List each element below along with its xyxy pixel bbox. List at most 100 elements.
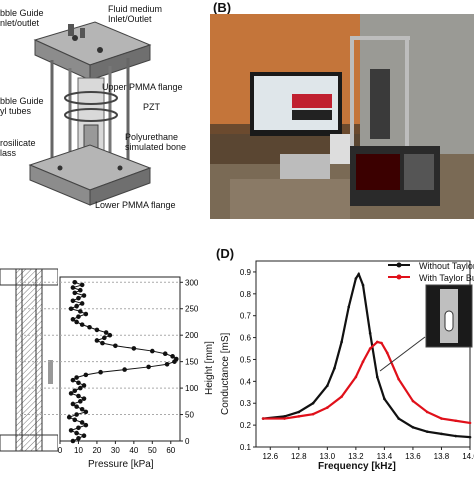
conductance-point <box>340 340 343 344</box>
conductance-series-line <box>263 340 471 425</box>
conductance-point <box>411 399 415 403</box>
pressure-point <box>79 301 85 306</box>
conductance-point <box>425 410 429 414</box>
y-tick-label: 0.1 <box>240 443 252 452</box>
pressure-point <box>79 322 85 327</box>
panel-d-letter: (D) <box>216 246 235 261</box>
pressure-point <box>76 314 81 319</box>
pressure-point <box>74 319 79 325</box>
pressure-point <box>131 346 137 351</box>
label-lower-flange: Lower PMMA flange <box>95 200 176 210</box>
y-tick-label: 200 <box>185 331 199 340</box>
conductance-point <box>311 401 315 405</box>
legend-marker <box>396 274 402 280</box>
conductance-axis-label: Conductance [mS] <box>220 332 231 415</box>
pressure-point <box>170 354 175 359</box>
conductance-point <box>357 272 361 276</box>
pressure-point <box>68 391 74 396</box>
y-tick-label: 0.5 <box>240 355 252 364</box>
pressure-point <box>146 364 151 370</box>
y-tick-label: 0.2 <box>240 421 252 430</box>
plot-frame <box>255 260 471 448</box>
label-pzt: PZT <box>143 102 160 112</box>
label-polyurethane: Polyurethane simulated bone <box>125 132 187 152</box>
conductance-point <box>283 417 286 420</box>
y-tick-label: 0.9 <box>240 268 252 277</box>
y-tick-label: 0.3 <box>240 399 252 408</box>
x-tick-label: 40 <box>129 446 138 455</box>
conductance-point <box>311 412 315 416</box>
pressure-point <box>83 311 89 317</box>
pressure-point <box>70 317 76 322</box>
conductance-series-line <box>263 271 471 439</box>
x-tick-label: 30 <box>111 446 120 455</box>
x-tick-label: 13.8 <box>434 452 450 461</box>
conductance-point <box>375 375 379 379</box>
pressure-point <box>74 404 79 409</box>
pressure-point <box>76 393 81 399</box>
pressure-point <box>162 351 168 357</box>
conductance-point <box>425 430 429 433</box>
y-tick-label: 0.7 <box>240 312 252 321</box>
pressure-point <box>74 412 79 417</box>
x-tick-label: 12.8 <box>291 452 307 461</box>
y-tick-label: 0.8 <box>240 290 252 299</box>
pressure-point <box>81 396 87 401</box>
pressure-point <box>76 425 81 431</box>
pressure-point <box>72 417 78 423</box>
y-tick-label: 50 <box>185 411 194 420</box>
pressure-point <box>78 399 83 404</box>
pressure-point <box>74 375 79 380</box>
conductance-point <box>361 360 365 363</box>
pressure-point <box>68 306 74 312</box>
pressure-point <box>70 298 76 304</box>
conductance-point <box>454 434 458 438</box>
pressure-point <box>70 438 76 444</box>
pressure-point <box>78 287 83 293</box>
conductance-point <box>354 277 358 280</box>
x-tick-label: 14.0 <box>462 452 474 461</box>
pressure-point <box>78 309 83 314</box>
pressure-point <box>79 420 85 425</box>
conductance-point <box>361 283 365 287</box>
x-tick-label: 10 <box>74 446 83 455</box>
x-tick-label: 13.2 <box>348 452 364 461</box>
pressure-point <box>74 430 79 436</box>
pressure-point <box>79 406 85 412</box>
pressure-point <box>113 343 118 349</box>
conductance-point <box>383 397 386 401</box>
pressure-point <box>98 369 103 375</box>
frequency-axis-label: Frequency [kHz] <box>318 461 396 472</box>
conductance-point <box>261 417 265 420</box>
pressure-point <box>81 293 87 298</box>
pressure-point <box>83 409 89 415</box>
pressure-point <box>78 385 83 391</box>
pressure-point <box>70 285 76 290</box>
label-fluid-medium: Fluid medium Inlet/Outlet <box>108 4 163 24</box>
legend-with-taylor: With Taylor Bub <box>419 273 474 283</box>
conductance-point <box>326 384 329 388</box>
y-tick-label: 0.6 <box>240 334 252 343</box>
conductance-point <box>340 395 343 398</box>
conductance-frequency-plot: 12.6 12.8 13.0 13.2 13.4 13.6 13.8 14.0 0.1 0.2 0.… <box>240 260 474 461</box>
x-tick-label: 13.6 <box>405 452 421 461</box>
pressure-point <box>70 377 76 383</box>
conductance-point <box>380 341 383 345</box>
pressure-point <box>87 324 92 330</box>
cross-section-schematic <box>0 268 58 452</box>
pressure-height-plot: 0 10 20 30 40 50 60 0 50 100 150 200 250 300 <box>20 276 199 455</box>
pressure-point <box>83 372 89 378</box>
conductance-point <box>297 415 301 418</box>
pressure-point <box>74 303 79 309</box>
pressure-point <box>72 388 78 394</box>
y-tick-label: 0.4 <box>240 377 252 386</box>
x-tick-label: 50 <box>148 446 157 455</box>
pressure-point <box>122 367 127 372</box>
x-tick-label: 60 <box>166 446 175 455</box>
inset-bubble <box>444 310 454 332</box>
pressure-point <box>102 335 107 341</box>
y-tick-label: 300 <box>185 278 199 287</box>
inset-arrow <box>379 336 426 372</box>
x-tick-label: 12.6 <box>262 452 278 461</box>
conductance-point <box>354 375 358 379</box>
